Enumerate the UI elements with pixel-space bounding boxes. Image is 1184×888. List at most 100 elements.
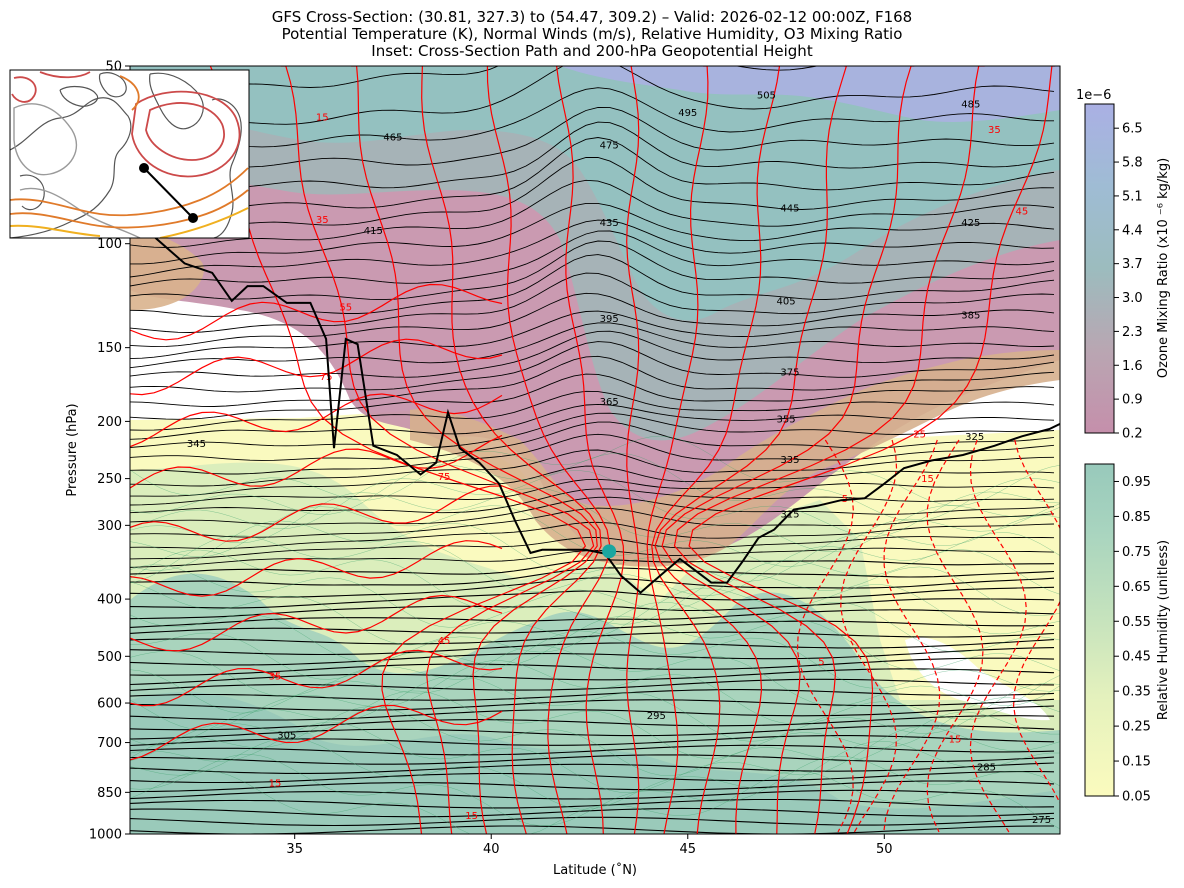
theta-contour-label: 325 <box>965 432 984 443</box>
wind-contour <box>130 393 503 448</box>
theta-contour <box>130 254 1055 317</box>
rh-contour <box>130 532 1060 596</box>
ozone-colorbar-tick-label: 3.7 <box>1122 257 1143 272</box>
rh-colorbar: 0.95 0.85 0.75 0.65 0.55 0.45 0.35 0.25 0.15 0.05… <box>1084 463 1171 805</box>
theta-contour <box>130 609 1055 628</box>
x-tick-label-2: 45 <box>679 842 696 857</box>
rh-contour <box>130 721 1060 793</box>
rh-colorbar-tick-label: 0.95 <box>1122 475 1151 490</box>
title-line-2: Potential Temperature (K), Normal Winds … <box>282 25 903 43</box>
theta-contour <box>130 780 1055 793</box>
theta-contour-label: 475 <box>600 140 619 151</box>
theta-contour <box>130 292 1055 348</box>
theta-contour <box>130 488 1055 514</box>
theta-contour <box>130 230 1055 287</box>
theta-contour <box>130 705 1055 721</box>
theta-contour-label: 505 <box>757 91 776 102</box>
y-tick-label-2: 700 <box>97 736 122 751</box>
theta-contour <box>130 735 1055 747</box>
rh-colorbar-tick-label: 0.25 <box>1122 720 1151 735</box>
wind-contour-label: 15 <box>269 779 282 790</box>
theta-contour <box>130 310 1055 360</box>
wind-contour-label: 15 <box>949 734 962 745</box>
wind-contour-label: 15 <box>921 474 934 485</box>
theta-contour <box>130 698 1055 711</box>
ozone-colorbar-fill <box>1084 103 1115 434</box>
potential-temperature-contours <box>130 66 1055 834</box>
theta-contour <box>130 762 1055 774</box>
inset-map <box>9 69 250 239</box>
y-axis-label: Pressure (hPa) <box>65 403 80 496</box>
x-axis: 35 40 45 50 <box>286 834 893 857</box>
theta-contour <box>130 620 1055 634</box>
theta-contour-label: 425 <box>961 218 980 229</box>
theta-contour <box>130 373 1055 420</box>
rh-colorbar-tick-label: 0.05 <box>1122 790 1151 805</box>
theta-contour <box>130 647 1055 666</box>
theta-contour <box>130 807 1055 818</box>
wind-contour <box>651 66 781 834</box>
wind-contour-negative <box>969 439 1027 833</box>
rh-contour <box>130 452 1060 522</box>
wind-contour-label: 5 <box>818 657 824 668</box>
rh-colorbar-tick-label: 0.55 <box>1122 615 1151 630</box>
dynamic-tropopause-line <box>132 210 1060 594</box>
wind-contour-negative <box>1012 439 1060 805</box>
theta-contour <box>130 496 1055 525</box>
theta-contour <box>130 507 1055 538</box>
wind-contour <box>130 594 503 652</box>
rh-contour <box>130 630 1060 697</box>
theta-contour <box>130 771 1055 784</box>
inset-path-start <box>139 163 149 173</box>
rh-contour <box>130 564 1060 628</box>
ozone-colorbar: 1e−6 6.5 5.8 5.1 4.4 3.7 3.0 2.3 1.6 0.9 0.2 Ozon… <box>1076 88 1171 442</box>
wind-contour-label: 15 <box>465 811 478 822</box>
tropopause-fold-band <box>410 350 1060 567</box>
ozone-field-high-teal <box>130 66 1060 321</box>
theta-contour <box>130 521 1055 549</box>
rh-contour <box>130 515 1060 582</box>
ozone-colorbar-multiplier: 1e−6 <box>1076 88 1111 103</box>
theta-contour-label: 335 <box>780 455 799 466</box>
rh-colorbar-tick-label: 0.35 <box>1122 685 1151 700</box>
y-tick-label-6: 300 <box>97 519 122 534</box>
wind-contour <box>626 66 640 834</box>
wind-contour <box>130 338 503 396</box>
theta-contour-label: 485 <box>961 100 980 111</box>
title-line-3: Inset: Cross-Section Path and 200-hPa Ge… <box>371 42 813 60</box>
y-tick-label-3: 600 <box>97 697 122 712</box>
theta-contour-label: 275 <box>1032 815 1051 826</box>
rh-colorbar-tick-label: 0.45 <box>1122 650 1151 665</box>
theta-contour <box>130 412 1055 448</box>
theta-contour <box>130 725 1055 740</box>
y-tick-label-10: 100 <box>97 237 122 252</box>
rh-contour <box>130 581 1060 646</box>
ozone-colorbar-ticks: 6.5 5.8 5.1 4.4 3.7 3.0 2.3 1.6 0.9 0.2 <box>1114 122 1143 442</box>
theta-contour-label: 365 <box>600 397 619 408</box>
theta-contour <box>130 107 1055 175</box>
wind-contour <box>130 540 503 597</box>
rh-contour <box>130 645 1060 714</box>
ozone-colorbar-tick-label: 4.4 <box>1122 223 1143 238</box>
ozone-field-top <box>560 66 1060 122</box>
y-tick-label-7: 250 <box>97 472 122 487</box>
theta-contour <box>130 657 1055 676</box>
theta-contour-label: 345 <box>187 439 206 450</box>
wind-contour-label: 75 <box>320 372 333 383</box>
inset-path-end <box>188 213 198 223</box>
rh-contour <box>130 675 1060 747</box>
normal-wind-contours <box>130 66 1060 834</box>
rh-contour <box>130 616 1060 680</box>
wind-contour-label: 35 <box>988 125 1001 136</box>
theta-contour <box>130 668 1055 686</box>
y-tick-label-9: 150 <box>97 341 122 356</box>
wind-contour-label: 45 <box>438 636 451 647</box>
wind-contour-label: 35 <box>269 672 282 683</box>
x-tick-label-1: 40 <box>483 842 500 857</box>
wind-contour <box>646 66 709 834</box>
rh-colorbar-ticks: 0.95 0.85 0.75 0.65 0.55 0.45 0.35 0.25 0.15 0.05 <box>1114 475 1151 805</box>
wind-contour-label: 75 <box>438 472 451 483</box>
theta-contour <box>130 631 1055 645</box>
theta-contour <box>130 390 1055 431</box>
